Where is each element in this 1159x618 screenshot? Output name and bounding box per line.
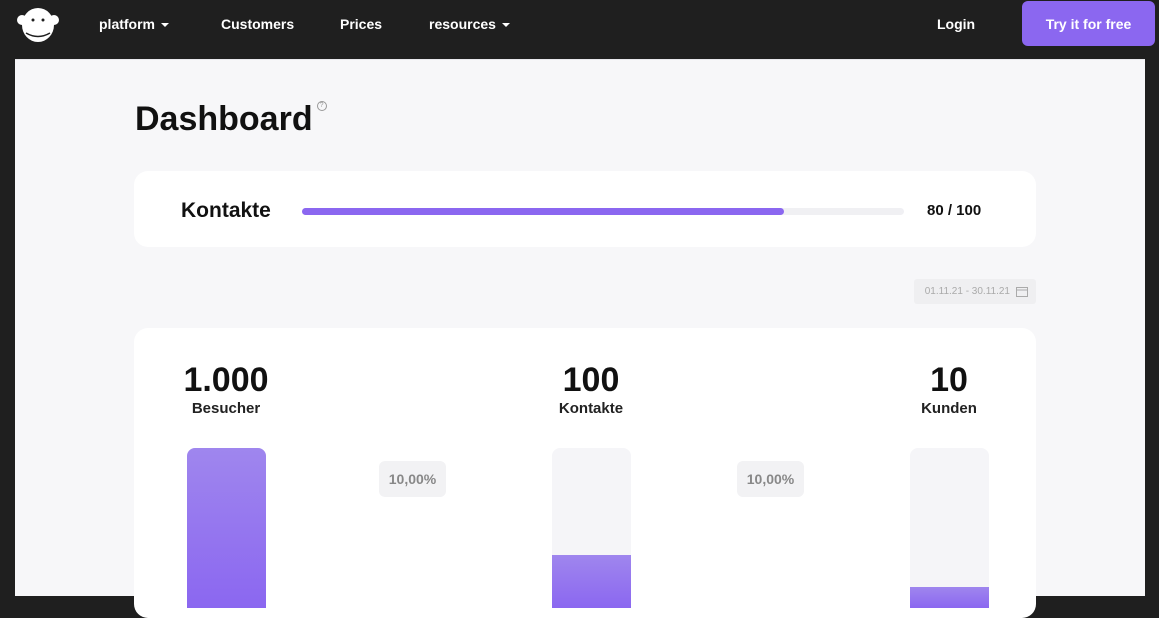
- conversion-rate: 10,00%: [737, 461, 804, 497]
- bar-fill: [910, 587, 989, 608]
- calendar-icon: [1016, 287, 1028, 297]
- conversion-rate: 10,00%: [379, 461, 446, 497]
- try-free-button[interactable]: Try it for free: [1022, 1, 1155, 46]
- stage-visitors: 1.000 Besucher: [156, 360, 296, 417]
- top-navigation: platform Customers Prices resources Logi…: [0, 0, 1159, 59]
- stage-label: Besucher: [191, 400, 261, 417]
- stage-customers: 10 Kunden: [879, 360, 1019, 417]
- date-range-picker[interactable]: 01.11.21 - 30.11.21: [913, 279, 1036, 304]
- bar-fill: [187, 448, 266, 608]
- login-link[interactable]: Login: [937, 16, 976, 32]
- bar-contacts: [552, 448, 631, 608]
- stage-value: 1.000: [183, 361, 269, 399]
- progress-label: Kontakte: [181, 199, 271, 222]
- date-range-label: 01.11.21 - 30.11.21: [924, 286, 1010, 297]
- stage-label: Kunden: [921, 400, 977, 417]
- monkey-logo-icon[interactable]: [17, 7, 59, 43]
- progress-bar: [302, 208, 904, 215]
- nav-label: platform: [99, 16, 155, 32]
- contacts-progress-card: Kontakte 80 / 100: [134, 171, 1036, 247]
- bar-fill: [552, 555, 631, 608]
- page-title: Dashboard: [135, 100, 313, 138]
- progress-fill: [302, 208, 784, 215]
- nav-prices[interactable]: Prices: [340, 16, 383, 32]
- bar-visitors: [187, 448, 266, 608]
- nav-resources[interactable]: resources: [429, 16, 510, 32]
- progress-value: 80 / 100: [927, 202, 982, 219]
- question-circle-icon[interactable]: ?: [316, 101, 327, 111]
- funnel-card: 1.000 Besucher 100 Kontakte 10 Kunden 10,00…: [134, 328, 1036, 618]
- caret-down-icon: [161, 23, 169, 28]
- page-header: Dashboard ?: [135, 98, 327, 140]
- nav-label: resources: [429, 16, 496, 32]
- stage-value: 100: [562, 361, 620, 399]
- bar-customers: [910, 448, 989, 608]
- caret-down-icon: [501, 23, 510, 28]
- nav-platform[interactable]: platform: [99, 16, 169, 32]
- stage-value: 10: [930, 361, 968, 399]
- nav-customers[interactable]: Customers: [221, 16, 295, 32]
- stage-contacts: 100 Kontakte: [521, 360, 661, 417]
- main-content: Dashboard ? Kontakte 80 / 100 01.11.21 -…: [15, 59, 1145, 618]
- stage-label: Kontakte: [558, 400, 624, 417]
